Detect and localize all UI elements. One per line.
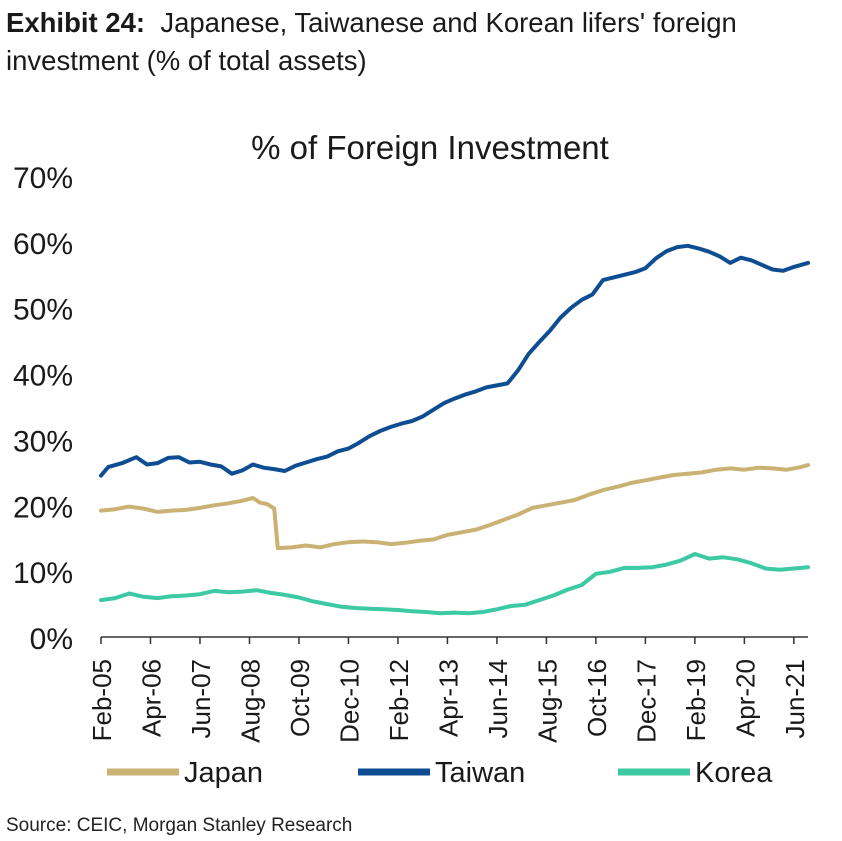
exhibit-label: Exhibit 24: — [6, 7, 146, 38]
line-chart: % of Foreign Investment 0% 10% 20% 30% 40% 50… — [13, 129, 810, 789]
y-tick-label: 40% — [13, 360, 73, 393]
x-tick-label: Apr-06 — [136, 659, 166, 737]
x-tick-label: Jun-21 — [780, 659, 810, 739]
y-tick-label: 20% — [13, 491, 73, 524]
y-tick-label: 70% — [13, 162, 73, 195]
series-layer — [99, 243, 810, 616]
exhibit-heading: Japanese, Taiwanese and Korean lifers' f… — [6, 7, 737, 76]
x-tick-label: Feb-05 — [87, 659, 117, 741]
x-tick-label: Apr-13 — [433, 659, 463, 737]
chart-legend: Japan Taiwan Korea — [107, 757, 773, 789]
x-axis: Feb-05 Apr-06 Jun-07 Aug-08 Oct-09 Dec-10 Feb-… — [87, 636, 810, 743]
y-tick-label: 50% — [13, 294, 73, 327]
series-line-japan — [99, 463, 810, 551]
source-note: Source: CEIC, Morgan Stanley Research — [6, 815, 353, 836]
x-tick-label: Aug-08 — [235, 659, 265, 743]
x-tick-label: Feb-19 — [681, 659, 711, 741]
y-tick-label: 60% — [13, 228, 73, 261]
legend-label-korea: Korea — [695, 757, 773, 789]
legend-label-japan: Japan — [184, 757, 263, 789]
x-tick-label: Apr-20 — [730, 659, 760, 737]
x-tick-label: Feb-12 — [384, 659, 414, 741]
series-line-taiwan — [99, 243, 810, 478]
x-tick-label: Jun-07 — [186, 659, 216, 739]
chart-title: % of Foreign Investment — [251, 129, 609, 166]
y-tick-label: 10% — [13, 557, 73, 590]
exhibit-title: Exhibit 24: Japanese, Taiwanese and Kore… — [6, 4, 836, 80]
x-tick-label: Oct-16 — [582, 659, 612, 737]
y-axis: 0% 10% 20% 30% 40% 50% 60% 70% — [13, 162, 73, 656]
x-tick-label: Dec-10 — [334, 659, 364, 743]
y-tick-label: 30% — [13, 425, 73, 458]
series-line-korea — [99, 552, 810, 616]
x-tick-label: Oct-09 — [285, 659, 315, 737]
x-tick-label: Aug-15 — [532, 659, 562, 743]
x-tick-label: Jun-14 — [483, 659, 513, 739]
x-tick-label: Dec-17 — [631, 659, 661, 743]
legend-label-taiwan: Taiwan — [435, 757, 525, 789]
y-tick-label: 0% — [30, 623, 73, 656]
